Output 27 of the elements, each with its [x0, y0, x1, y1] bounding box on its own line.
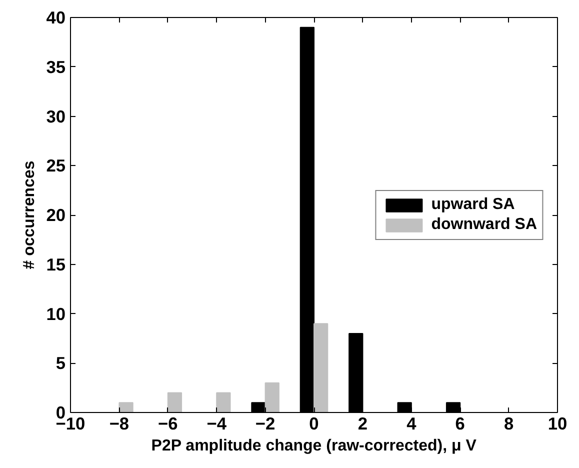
y-tick-label: 25: [46, 156, 66, 176]
y-tick-label: 40: [46, 8, 66, 28]
y-tick-label: 10: [46, 304, 66, 324]
y-tick-label: 20: [46, 205, 66, 225]
bar: [216, 392, 231, 412]
y-tick-label: 30: [46, 106, 66, 126]
x-tick-label: −8: [109, 414, 130, 434]
y-axis-title: # occurrences: [21, 160, 38, 270]
bar: [314, 323, 328, 412]
x-tick-label: −6: [158, 414, 178, 434]
legend-label: upward SA: [431, 196, 515, 214]
x-tick-label: 2: [358, 414, 368, 434]
x-tick-label: −4: [206, 414, 227, 434]
x-tick-label: 4: [406, 414, 417, 434]
bar: [264, 382, 280, 412]
y-tick-label: 35: [46, 56, 66, 77]
x-tick-label: 6: [455, 414, 466, 434]
bar: [118, 402, 134, 412]
x-tick-label: 8: [504, 414, 514, 434]
x-axis-title: P2P amplitude change (raw-corrected), μ V: [151, 438, 477, 454]
legend-label: downward SA: [431, 216, 537, 234]
y-tick-label: 15: [46, 254, 66, 274]
x-tick-label: −2: [255, 414, 276, 434]
x-tick-label: 0: [309, 414, 319, 434]
x-tick-label: 10: [548, 414, 568, 434]
bar: [167, 392, 182, 412]
y-tick-label: 5: [56, 353, 66, 374]
